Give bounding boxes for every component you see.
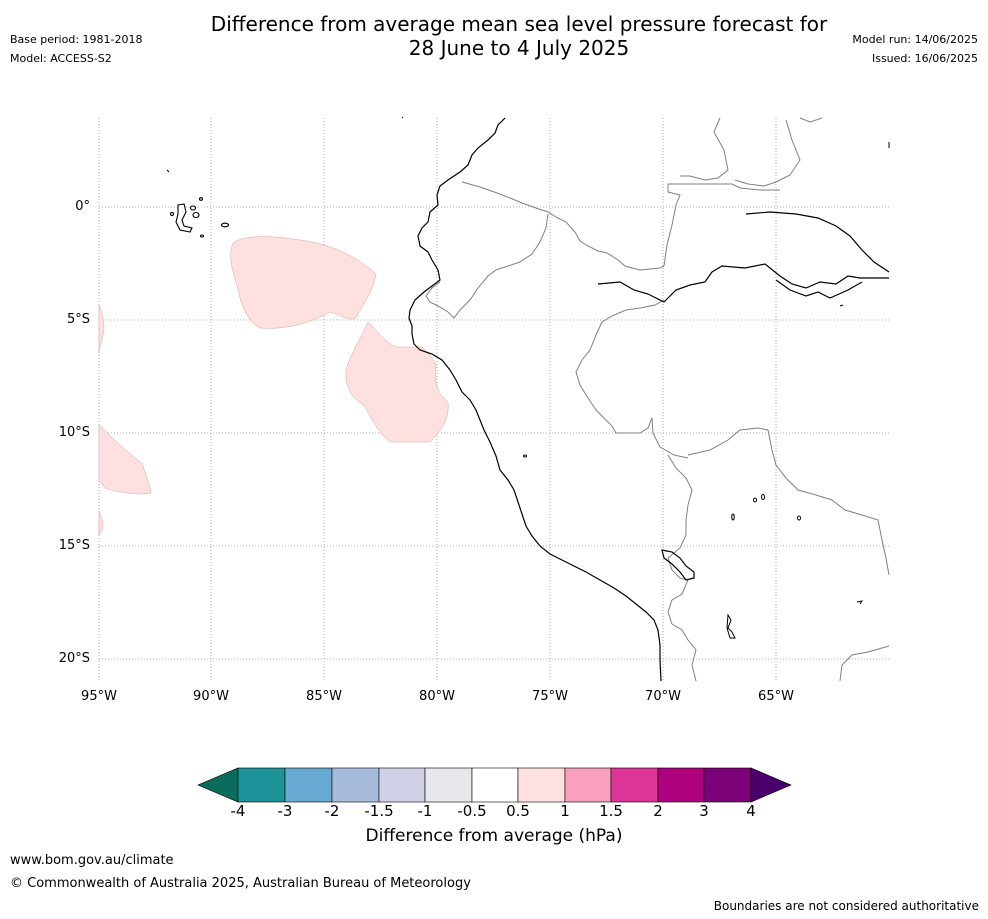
colorbar-bin-3 <box>331 767 380 803</box>
colorbar-tick-label: -4 <box>230 802 246 820</box>
colorbar-bin-7 <box>517 767 566 803</box>
base-period: Base period: 1981-2018 <box>10 33 143 46</box>
chart-title: Difference from average mean sea level p… <box>0 12 988 60</box>
amazon-river-branch <box>775 279 863 299</box>
colorbar-tick-label: 4 <box>746 802 756 820</box>
lake-feature-6 <box>856 600 864 605</box>
anomaly-region-west-edge-small <box>98 511 104 536</box>
lon-label: 85°W <box>306 689 342 704</box>
border-colombia-ecuador <box>461 181 665 271</box>
colorbar-tick-label: 3 <box>699 802 709 820</box>
colorbar-bin-2 <box>284 767 333 803</box>
coastlines <box>408 117 890 682</box>
amazon-river-north <box>745 211 890 273</box>
colorbar-bin-8 <box>564 767 612 803</box>
model-name: Model: ACCESS-S2 <box>10 52 112 65</box>
colorbar-tick-label: -2 <box>324 802 340 820</box>
colorbar-bin-9 <box>610 767 659 803</box>
colorbar-tick-label: -3 <box>277 802 293 820</box>
lon-label: 65°W <box>758 689 794 704</box>
border-ecuador-peru <box>425 213 549 319</box>
anomaly-regions <box>98 236 449 536</box>
anomaly-region-galapagos-south <box>230 236 377 329</box>
colorbar-extend-high <box>750 767 792 803</box>
colorbar-bin-11 <box>703 767 752 803</box>
lat-label: 5°S <box>66 312 90 327</box>
lake-feature-1 <box>523 454 527 458</box>
border-bolivia-brazil <box>687 427 890 576</box>
islet-north <box>401 116 404 119</box>
lake-feature-7 <box>839 304 844 307</box>
colorbar-extend-low <box>197 767 239 803</box>
island-isabela <box>175 203 193 233</box>
galapagos-islands <box>169 197 230 238</box>
colorbar-bin-6 <box>471 767 519 803</box>
lake-feature-4 <box>761 494 765 500</box>
island-genovesa <box>198 197 204 201</box>
anomaly-region-west-edge-north <box>98 304 105 353</box>
island-santa-cruz <box>192 211 200 219</box>
lat-label: 0° <box>75 199 90 214</box>
lon-label: 80°W <box>419 689 455 704</box>
colorbar-bin-4 <box>378 767 426 803</box>
lake-titicaca <box>661 549 695 581</box>
colorbar <box>197 767 792 803</box>
lat-label: 15°S <box>58 538 90 553</box>
model-run: Model run: 14/06/2025 <box>852 33 978 46</box>
border-chile-bolivia <box>671 623 697 682</box>
colorbar-tick-label: 2 <box>653 802 663 820</box>
colorbar-tick-label: 1.5 <box>599 802 623 820</box>
minor-features <box>166 116 890 639</box>
pacific-coastline <box>408 117 662 682</box>
boundaries-disclaimer: Boundaries are not considered authoritat… <box>713 899 979 913</box>
lake-poopo <box>726 613 736 639</box>
colorbar-tick-label: 0.5 <box>506 802 530 820</box>
islet-northwest <box>166 169 170 173</box>
border-peru-bolivia <box>667 454 693 625</box>
border-bolivia-paraguay <box>839 645 890 682</box>
title-line-2: 28 June to 4 July 2025 <box>408 36 630 60</box>
colorbar-bin-10 <box>657 767 705 803</box>
lat-label: 10°S <box>58 425 90 440</box>
lon-label: 95°W <box>81 689 117 704</box>
colorbar-bin-1 <box>237 767 286 803</box>
island-fernandina <box>169 211 175 217</box>
lake-feature-5 <box>797 515 801 521</box>
border-guianas <box>734 119 801 187</box>
island-san-cristobal <box>220 222 230 228</box>
border-venezuela <box>680 117 729 181</box>
island-espanola <box>199 234 205 238</box>
lon-label: 90°W <box>193 689 229 704</box>
colorbar-bin-5 <box>424 767 473 803</box>
graticule <box>98 118 889 681</box>
issued-date: Issued: 16/06/2025 <box>871 52 978 65</box>
lon-label: 75°W <box>532 689 568 704</box>
colorbar-tick-label: -1.5 <box>364 802 394 820</box>
anomaly-region-west-edge-south <box>98 424 152 495</box>
country-borders <box>425 117 890 682</box>
website-url[interactable]: www.bom.gov.au/climate <box>10 853 174 868</box>
colorbar-title: Difference from average (hPa) <box>365 826 623 846</box>
lake-feature-3 <box>753 497 757 503</box>
border-colombia-brazil <box>663 183 780 267</box>
colorbar-tick-label: -1 <box>417 802 433 820</box>
border-peru-brazil <box>575 299 689 459</box>
lake-feature-2 <box>731 513 735 521</box>
amazon-river-main <box>597 263 889 303</box>
lon-label: 70°W <box>645 689 681 704</box>
border-guianas-2 <box>799 117 823 123</box>
copyright-notice: © Commonwealth of Australia 2025, Austra… <box>10 876 471 891</box>
lat-label: 20°S <box>58 651 90 666</box>
island-santiago <box>189 205 197 211</box>
colorbar-tick-label: 1 <box>560 802 570 820</box>
anomaly-region-off-peru <box>345 321 449 443</box>
colorbar-tick-label: -0.5 <box>457 802 487 820</box>
title-line-1: Difference from average mean sea level p… <box>210 12 828 36</box>
